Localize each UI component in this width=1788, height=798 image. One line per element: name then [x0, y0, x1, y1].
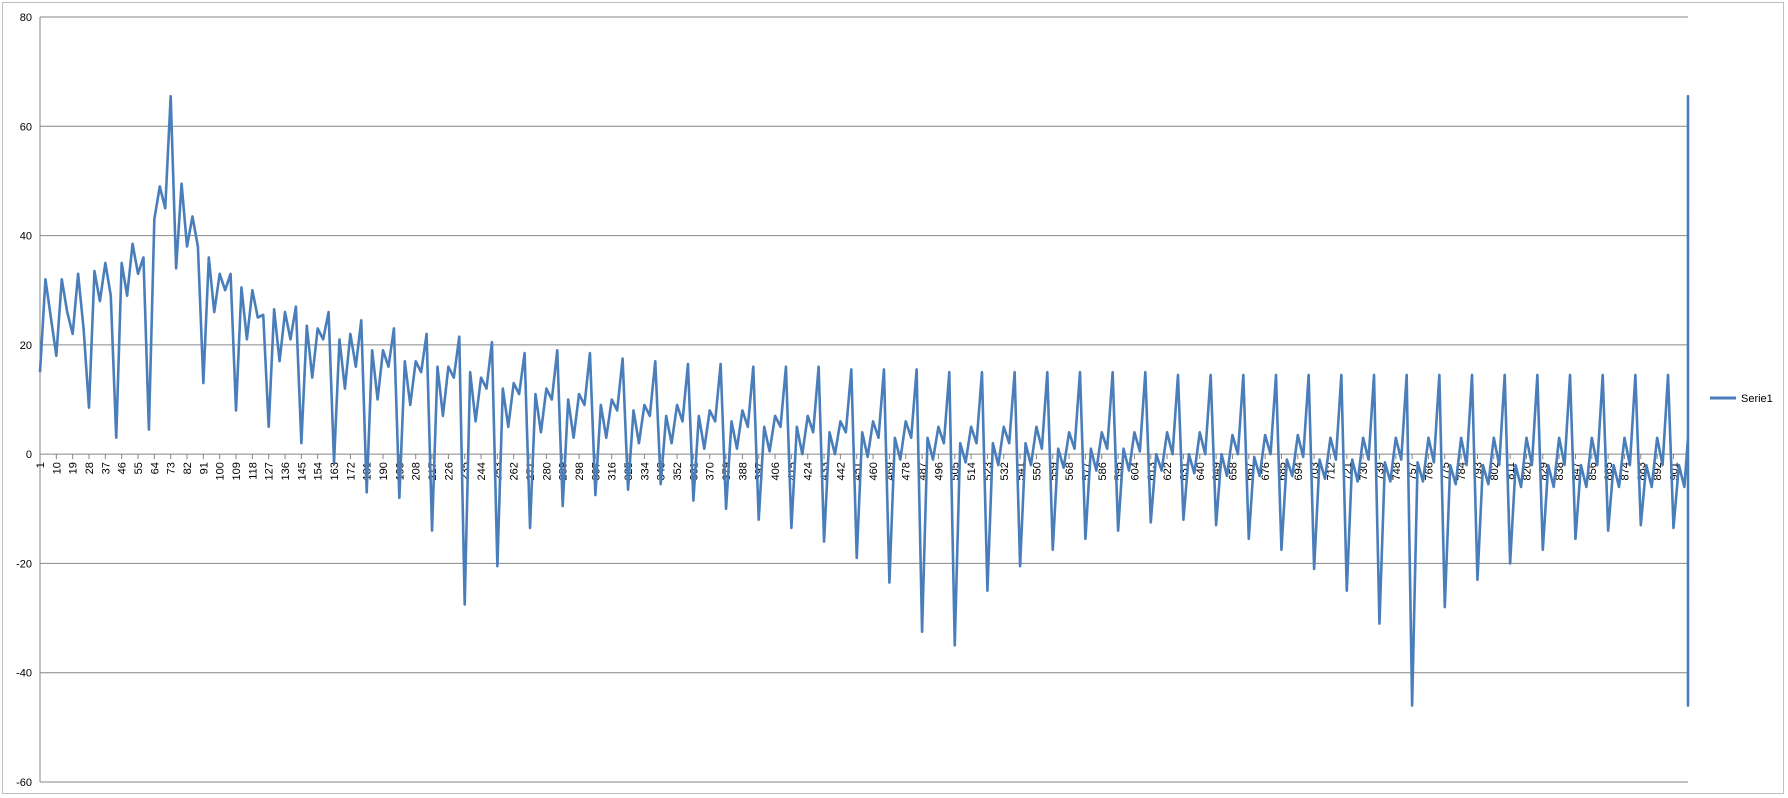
x-tick-label: 82	[182, 462, 194, 474]
y-tick-label: -20	[16, 558, 32, 570]
x-tick-label: 748	[1391, 462, 1403, 480]
legend-label-serie1: Serie1	[1741, 393, 1773, 405]
x-tick-label: 550	[1031, 462, 1043, 480]
x-tick-label: 352	[672, 462, 684, 480]
y-tick-label: -40	[16, 668, 32, 680]
x-tick-label: 586	[1097, 462, 1109, 480]
legend: Serie1	[1710, 393, 1773, 405]
x-tick-label: 100	[215, 462, 227, 480]
x-tick-label: 208	[411, 462, 423, 480]
x-tick-label: 442	[835, 462, 847, 480]
x-tick-label: 244	[476, 462, 488, 480]
x-tick-label: 172	[345, 462, 357, 480]
x-tick-label: 766	[1423, 462, 1435, 480]
y-axis-tick-labels: -60 -40 -20 0 20 40 60 80	[16, 12, 32, 789]
x-tick-label: 334	[639, 462, 651, 480]
x-tick-label: 298	[574, 462, 586, 480]
x-tick-label: 226	[443, 462, 455, 480]
x-tick-label: 604	[1129, 462, 1141, 480]
x-tick-label: 10	[51, 462, 63, 474]
x-tick-label: 676	[1260, 462, 1272, 480]
x-tick-label: 190	[378, 462, 390, 480]
x-tick-label: 145	[296, 462, 308, 480]
x-tick-label: 316	[607, 462, 619, 480]
x-tick-label: 478	[901, 462, 913, 480]
x-axis-tick-labels: 1 10 19 28 37 46 55 64 73 82 91 100 109 118 127 136 145 1…	[35, 462, 1680, 480]
y-tick-label: 20	[20, 340, 32, 352]
x-tick-label: 19	[68, 462, 80, 474]
x-tick-label: 424	[803, 462, 815, 480]
x-tick-label: 73	[166, 462, 178, 474]
x-tick-label: 136	[280, 462, 292, 480]
x-tick-label: 37	[100, 462, 112, 474]
x-tick-label: 163	[329, 462, 341, 480]
x-tick-label: 388	[737, 462, 749, 480]
x-tick-label: 802	[1489, 462, 1501, 480]
x-tick-label: 730	[1358, 462, 1370, 480]
y-tick-label: 0	[26, 449, 32, 461]
x-tick-label: 127	[264, 462, 276, 480]
x-tick-label: 46	[117, 462, 129, 474]
x-tick-label: 658	[1227, 462, 1239, 480]
x-tick-label: 622	[1162, 462, 1174, 480]
x-tick-label: 280	[541, 462, 553, 480]
x-tick-label: 1	[35, 462, 47, 468]
x-tick-label: 370	[705, 462, 717, 480]
x-tick-label: 694	[1293, 462, 1305, 480]
x-tick-label: 532	[999, 462, 1011, 480]
x-tick-label: 91	[198, 462, 210, 474]
x-tick-label: 640	[1195, 462, 1207, 480]
x-tick-label: 28	[84, 462, 96, 474]
series-line-serie1	[38, 94, 1690, 707]
x-tick-label: 64	[149, 462, 161, 474]
axes	[39, 17, 1688, 782]
x-tick-label: 496	[933, 462, 945, 480]
y-tick-label: -60	[16, 777, 32, 789]
y-tick-label: 80	[20, 12, 32, 24]
x-tick-label: 568	[1064, 462, 1076, 480]
y-tick-label: 40	[20, 231, 32, 243]
x-tick-label: 154	[313, 462, 325, 480]
series-layer	[38, 94, 1690, 707]
x-tick-label: 406	[770, 462, 782, 480]
x-tick-label: 55	[133, 462, 145, 474]
x-tick-label: 118	[247, 462, 259, 480]
x-tick-label: 109	[231, 462, 243, 480]
x-tick-label: 712	[1325, 462, 1337, 480]
y-tick-label: 60	[20, 121, 32, 133]
x-tick-label: 262	[509, 462, 521, 480]
x-tick-label: 784	[1456, 462, 1468, 480]
x-tick-label: 460	[868, 462, 880, 480]
x-tick-label: 514	[966, 462, 978, 480]
